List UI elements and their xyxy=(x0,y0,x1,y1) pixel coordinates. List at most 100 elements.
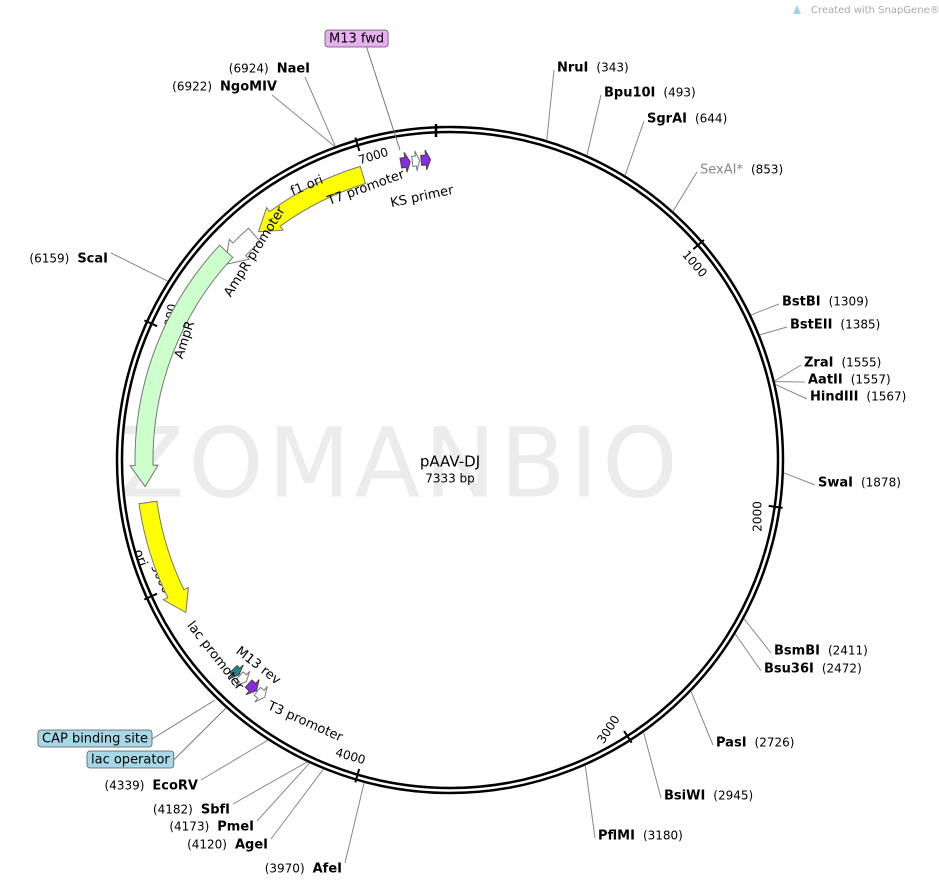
feature-leader xyxy=(366,46,401,151)
enzyme-leader xyxy=(200,739,269,781)
enzyme-position: (6159) xyxy=(29,252,69,266)
feature-label: CAP binding site xyxy=(42,732,148,747)
enzyme-name: ZraI xyxy=(804,356,833,371)
enzyme-name: AfeI xyxy=(313,862,342,877)
enzyme-position: (1555) xyxy=(841,356,881,370)
tick-mark xyxy=(768,504,783,509)
enzyme-position: (1567) xyxy=(866,390,906,404)
enzyme-name: ScaI xyxy=(77,252,108,267)
feature-leader xyxy=(173,707,227,761)
feature-label-box xyxy=(324,29,389,48)
enzyme-leader xyxy=(232,761,308,805)
enzyme-name: PasI xyxy=(716,736,747,751)
t3-promoter xyxy=(253,686,268,703)
enzyme-name: SwaI xyxy=(818,476,853,491)
tick-mark xyxy=(143,319,158,328)
enzyme-name: SgrAI xyxy=(647,112,687,127)
enzyme-name: SexAI* xyxy=(700,163,743,178)
enzyme-leader xyxy=(546,69,555,141)
feature-label: ori xyxy=(130,547,150,568)
enzyme-position: (343) xyxy=(596,61,628,75)
enzyme-position: (4182) xyxy=(153,803,193,817)
enzyme-leader xyxy=(584,765,596,839)
watermark: ZOMANBIO xyxy=(118,407,681,519)
feature-label: lac operator xyxy=(91,753,170,768)
enzyme-name: NgoMIV xyxy=(220,80,277,95)
enzyme-name: PflMI xyxy=(598,829,635,844)
feature-label: M13 fwd xyxy=(329,32,384,47)
enzyme-leader xyxy=(270,768,324,840)
enzyme-position: (2945) xyxy=(713,789,753,803)
enzyme-leader xyxy=(759,326,788,336)
enzyme-name: PmeI xyxy=(217,820,254,835)
enzyme-name: AatII xyxy=(808,373,843,388)
enzyme-name: EcoRV xyxy=(152,779,198,794)
enzyme-position: (2411) xyxy=(828,644,868,658)
tick-mark xyxy=(692,239,705,250)
logo xyxy=(793,5,801,14)
enzyme-name: HindIII xyxy=(810,390,858,405)
enzyme-leader xyxy=(110,252,169,282)
enzyme-name: NruI xyxy=(557,61,588,76)
enzyme-leader xyxy=(344,782,365,864)
enzyme-leader xyxy=(304,76,336,147)
enzyme-name: BsmBI xyxy=(774,644,820,659)
enzyme-leader xyxy=(271,94,336,147)
ks-primer xyxy=(420,149,432,171)
plasmid-size: 7333 bp xyxy=(425,472,475,486)
tick-mark xyxy=(623,730,633,744)
enzyme-leader xyxy=(672,171,698,212)
enzyme-position: (4173) xyxy=(169,820,209,834)
plasmid-name: pAAV-DJ xyxy=(420,453,480,471)
enzyme-position: (6922) xyxy=(172,80,212,94)
enzyme-leader xyxy=(775,384,808,400)
ampr-promoter xyxy=(224,227,262,266)
tick-mark xyxy=(354,137,361,152)
enzyme-position: (1309) xyxy=(829,295,869,309)
enzyme-name: Bsu36I xyxy=(764,662,814,677)
enzyme-position: (6924) xyxy=(229,62,269,76)
enzyme-position: (644) xyxy=(695,112,727,126)
enzyme-leader xyxy=(690,691,714,746)
enzyme-leader xyxy=(734,633,762,672)
credit: Created with SnapGene® xyxy=(811,5,939,16)
enzyme-position: (2472) xyxy=(822,662,862,676)
enzyme-leader xyxy=(624,120,645,176)
backbone-outer xyxy=(115,125,785,795)
cap-site xyxy=(228,664,244,680)
m13-rev xyxy=(244,679,260,696)
lac-operator xyxy=(235,670,251,687)
tick-mark xyxy=(354,768,361,783)
f1-ori xyxy=(257,165,367,233)
enzyme-leader xyxy=(643,732,662,799)
tick-label: 7000 xyxy=(357,145,390,167)
ori xyxy=(138,500,190,614)
backbone-inner xyxy=(120,130,780,790)
tick-label: 2000 xyxy=(750,501,764,532)
tick-mark xyxy=(143,592,158,601)
enzyme-leader xyxy=(743,618,772,654)
feature-leader xyxy=(151,699,216,740)
enzyme-leader xyxy=(586,94,602,156)
enzyme-name: BstEII xyxy=(790,318,832,333)
enzyme-leader xyxy=(783,472,816,486)
enzyme-leader xyxy=(256,762,310,822)
enzyme-position: (1878) xyxy=(861,476,901,490)
enzyme-leader xyxy=(774,364,802,382)
enzyme-name: Bpu10I xyxy=(604,86,655,101)
enzyme-name: BstBI xyxy=(782,295,821,310)
enzyme-position: (1557) xyxy=(851,373,891,387)
tick-label: 4000 xyxy=(334,745,367,767)
enzyme-position: (853) xyxy=(751,163,783,177)
enzyme-name: SbfI xyxy=(201,803,230,818)
enzyme-name: NaeI xyxy=(277,62,310,77)
m13-fwd xyxy=(399,152,411,173)
enzyme-position: (4339) xyxy=(105,779,145,793)
ampr xyxy=(129,244,234,488)
enzyme-position: (2726) xyxy=(755,736,795,750)
t7-promoter xyxy=(411,150,421,171)
enzyme-position: (493) xyxy=(663,86,695,100)
enzyme-name: BsiWI xyxy=(664,789,705,804)
enzyme-position: (3970) xyxy=(265,862,305,876)
